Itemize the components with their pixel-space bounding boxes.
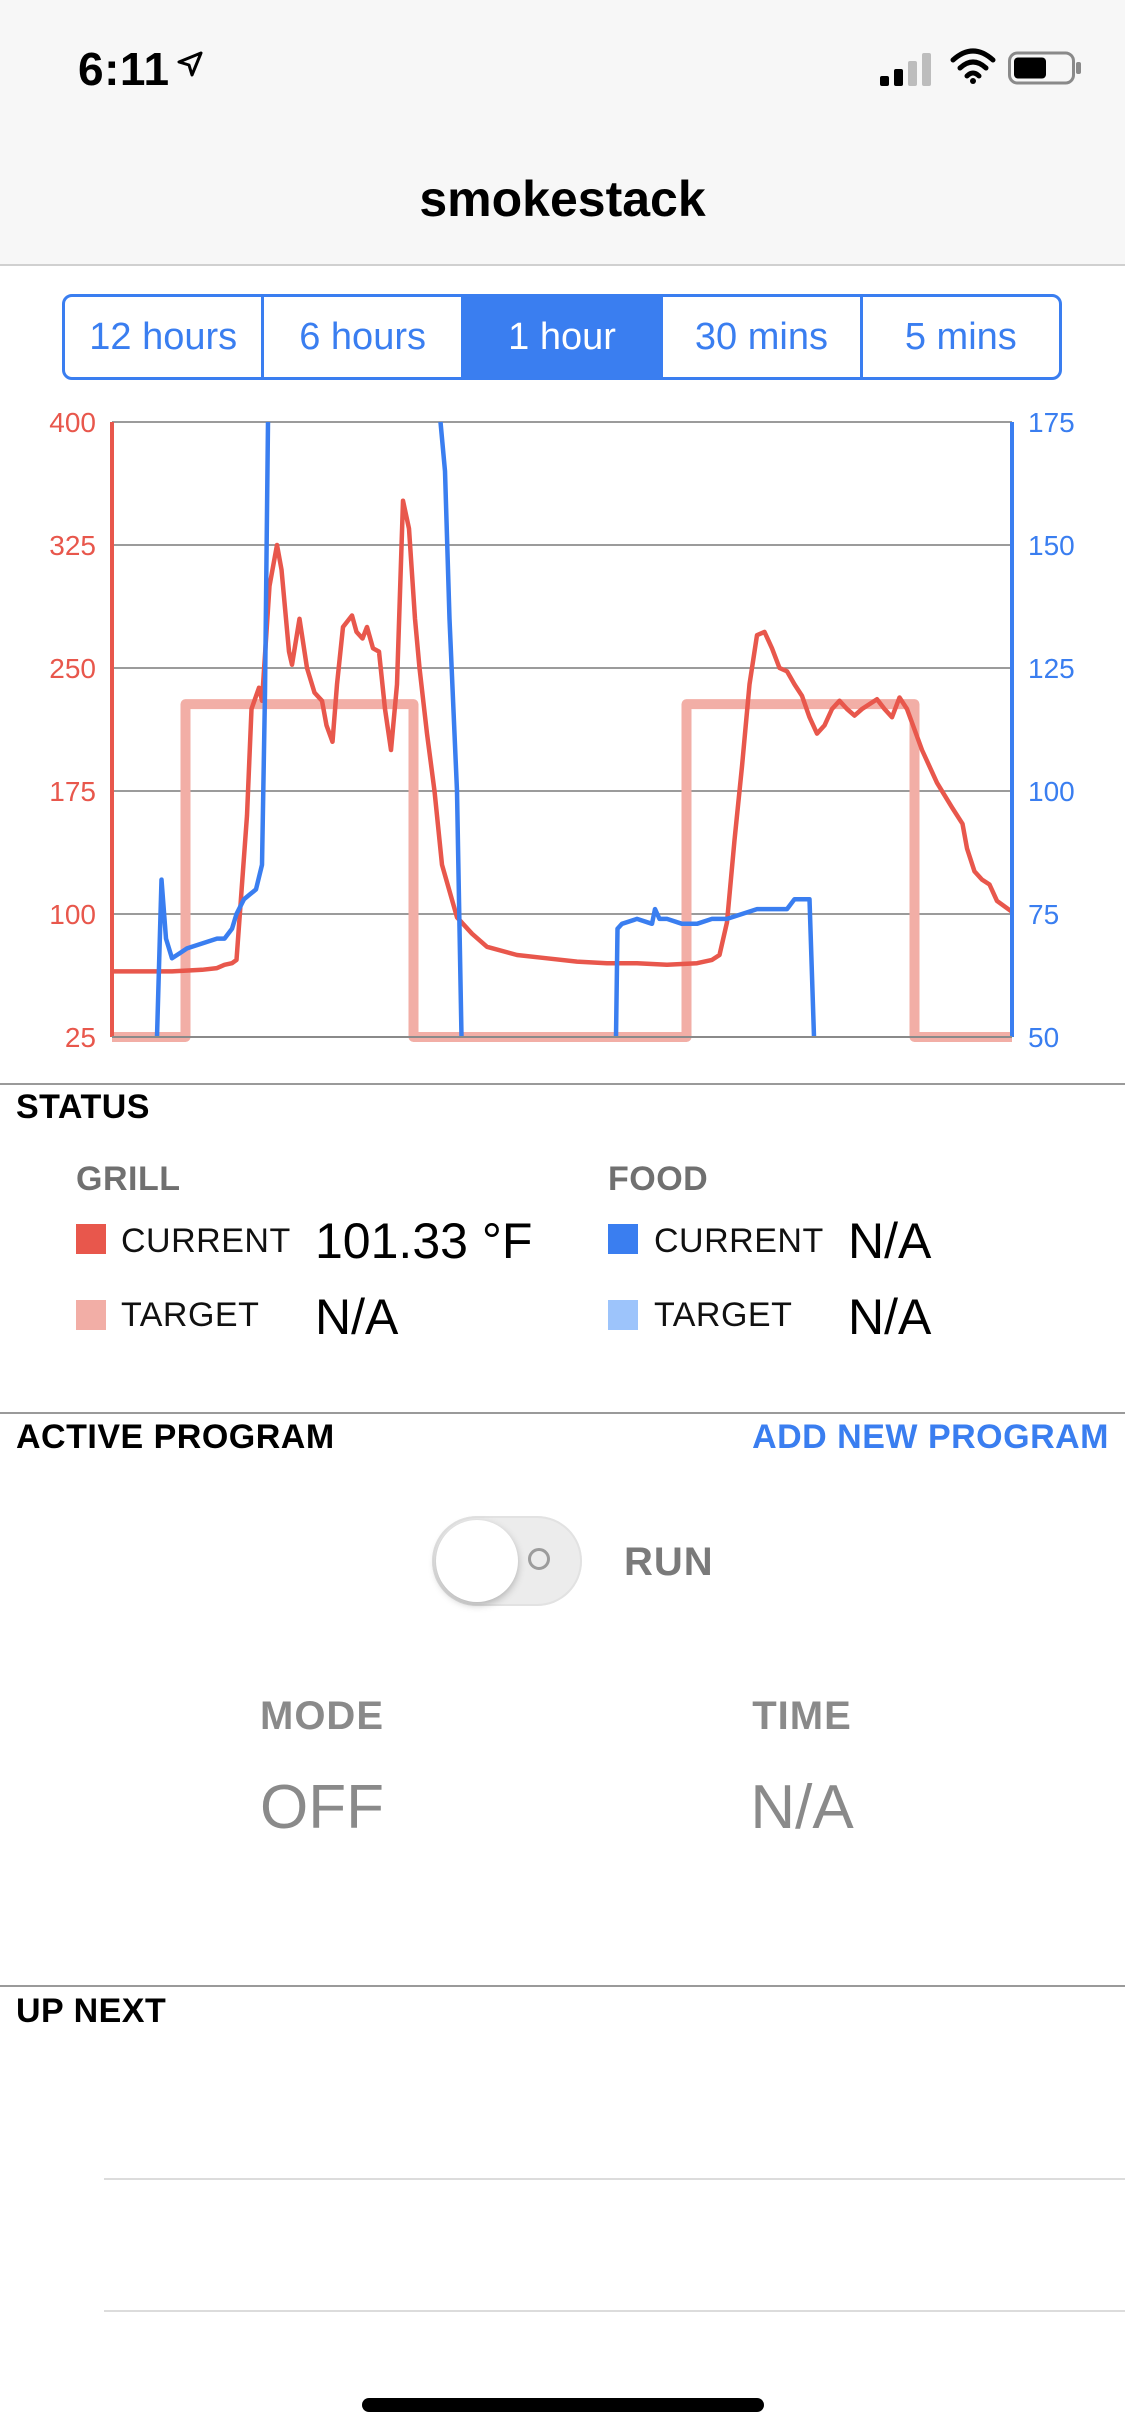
- grill-current-line: [112, 498, 1014, 974]
- left-axis-tick-label: 250: [49, 653, 96, 684]
- divider: [0, 1412, 1125, 1414]
- food-current-line: [613, 896, 817, 1038]
- status-time: 6:11: [78, 43, 170, 95]
- temperature-chart: 400 325 250 175 100 25 175 150 125 100 75 50: [49, 407, 1075, 1053]
- right-axis-tick-label: 175: [1028, 407, 1075, 438]
- list-separator: [104, 2310, 1125, 2312]
- time-range-segmented-control: 12 hours 6 hours 1 hour 30 mins 5 mins: [62, 294, 1062, 380]
- food-current-value: N/A: [848, 1213, 932, 1269]
- grill-current-swatch: [76, 1224, 106, 1254]
- page-title: smokestack: [419, 171, 706, 227]
- tab-1-hour[interactable]: 1 hour: [463, 297, 664, 377]
- food-target-value: N/A: [848, 1289, 932, 1345]
- right-axis-tick-label: 100: [1028, 776, 1075, 807]
- grill-target-line: [112, 699, 1012, 1042]
- grill-title: GRILL: [76, 1160, 181, 1198]
- left-axis-tick-label: 25: [65, 1022, 96, 1053]
- tab-6-hours[interactable]: 6 hours: [264, 297, 464, 377]
- left-axis-tick-label: 100: [49, 899, 96, 930]
- add-new-program-button[interactable]: ADD NEW PROGRAM: [752, 1418, 1109, 1456]
- grill-current-value: 101.33 °F: [315, 1213, 533, 1269]
- grill-target-swatch: [76, 1300, 106, 1330]
- right-axis-tick-label: 150: [1028, 530, 1075, 561]
- mode-value: OFF: [260, 1773, 384, 1842]
- cellular-signal-icon: [880, 53, 931, 86]
- left-axis-tick-label: 325: [49, 530, 96, 561]
- list-separator: [104, 2178, 1125, 2180]
- status-bar: 6:11: [0, 0, 1125, 140]
- food-current-line: [154, 421, 271, 1038]
- food-title: FOOD: [608, 1160, 709, 1198]
- time-value: N/A: [750, 1773, 854, 1842]
- grill-current-label: CURRENT: [121, 1222, 291, 1260]
- right-axis-tick-label: 50: [1028, 1022, 1059, 1053]
- battery-icon: [1008, 51, 1081, 85]
- run-label: RUN: [624, 1540, 714, 1584]
- left-axis-tick-label: 400: [49, 407, 96, 438]
- toggle-knob: [436, 1520, 518, 1602]
- time-label: TIME: [752, 1694, 852, 1738]
- navigation-bar: smokestack: [0, 140, 1125, 266]
- run-toggle[interactable]: [432, 1516, 582, 1606]
- tab-30-mins[interactable]: 30 mins: [663, 297, 863, 377]
- location-arrow-icon: [177, 51, 203, 77]
- toggle-off-indicator-icon: [528, 1548, 550, 1570]
- food-current-swatch: [608, 1224, 638, 1254]
- food-target-swatch: [608, 1300, 638, 1330]
- divider: [0, 1083, 1125, 1085]
- grill-target-value: N/A: [315, 1289, 399, 1345]
- food-current-label: CURRENT: [654, 1222, 824, 1260]
- food-target-label: TARGET: [654, 1296, 793, 1334]
- up-next-title: UP NEXT: [16, 1992, 167, 2030]
- status-section-title: STATUS: [16, 1088, 150, 1126]
- left-axis-tick-label: 175: [49, 776, 96, 807]
- right-axis-tick-label: 75: [1028, 899, 1059, 930]
- home-indicator: [362, 2398, 764, 2412]
- right-axis-tick-label: 125: [1028, 653, 1075, 684]
- divider: [0, 1985, 1125, 1987]
- wifi-icon: [950, 48, 996, 84]
- active-program-title: ACTIVE PROGRAM: [16, 1418, 335, 1456]
- tab-5-mins[interactable]: 5 mins: [904, 315, 1017, 358]
- tab-12-hours[interactable]: 12 hours: [65, 297, 265, 377]
- food-current-line: [438, 421, 464, 1038]
- grill-target-label: TARGET: [121, 1296, 260, 1334]
- mode-label: MODE: [260, 1694, 384, 1738]
